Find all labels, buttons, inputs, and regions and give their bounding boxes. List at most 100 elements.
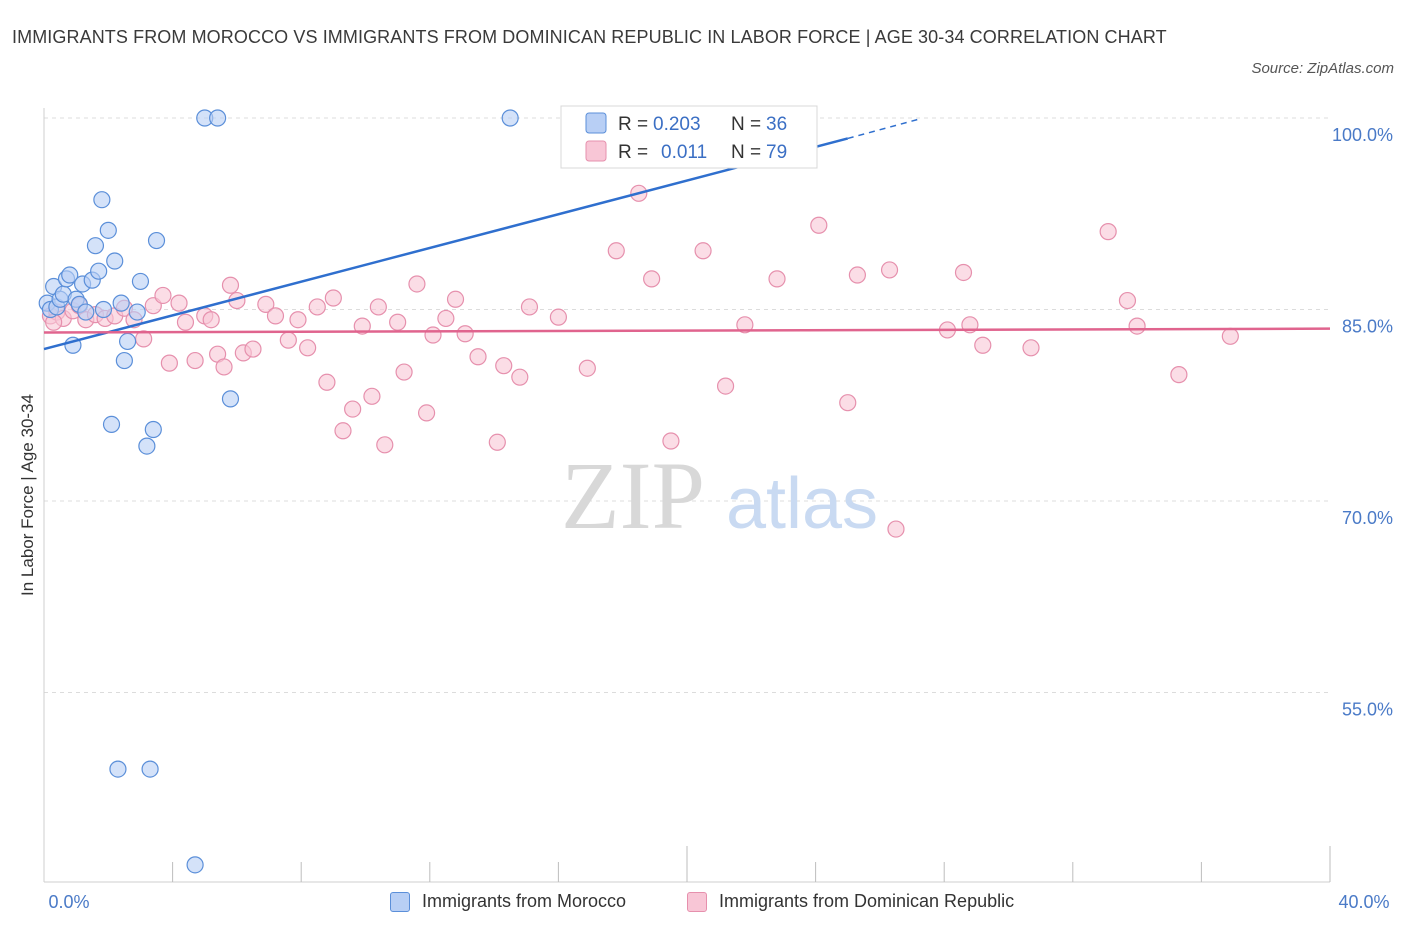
x-tick-label: 40.0% [1338, 892, 1389, 912]
x-tick-label: 0.0% [48, 892, 89, 912]
dominican-point [299, 339, 317, 357]
dominican-point [417, 404, 436, 422]
y-tick-label: 55.0% [1342, 700, 1393, 720]
legend-n-morocco: 36 [766, 114, 787, 135]
dominican-point [1022, 339, 1040, 357]
dominican-point [469, 348, 487, 366]
dominican-point [810, 216, 828, 234]
dominican-point [578, 359, 596, 377]
dominican-point [520, 298, 539, 316]
x-tick-marks [172, 846, 1331, 882]
source-label: Source: ZipAtlas.com [1251, 60, 1394, 77]
morocco-point [128, 303, 146, 321]
morocco-point [118, 332, 137, 351]
dominican-point [395, 363, 413, 381]
dominican-point [839, 394, 857, 412]
legend-label-dominican: Immigrants from Dominican Republic [719, 891, 1015, 911]
dominican-point [1128, 317, 1146, 335]
dominican-point [1221, 327, 1239, 345]
dominican-point [221, 276, 240, 294]
watermark: ZIP atlas [561, 442, 878, 549]
morocco-trend-line [43, 137, 849, 351]
watermark-zip: ZIP [561, 442, 705, 549]
dominican-point [848, 266, 866, 284]
dominican-point [437, 309, 455, 328]
y-tick-labels: 100.0% 85.0% 70.0% 55.0% [1332, 125, 1393, 720]
dominican-point [736, 316, 754, 334]
morocco-point [61, 266, 79, 284]
morocco-point [115, 351, 133, 370]
legend-r-label-morocco: R = [618, 114, 648, 135]
legend-r-label-dominican: R = [618, 142, 648, 163]
dominican-point [887, 520, 905, 538]
morocco-point [99, 221, 117, 239]
dominican-point [446, 290, 465, 308]
dominican-point [186, 351, 204, 370]
dominican-point [662, 432, 680, 450]
morocco-point [109, 760, 127, 778]
morocco-point [112, 294, 130, 312]
dominican-point [607, 242, 625, 260]
dominican-point [176, 313, 195, 331]
morocco-point [102, 415, 121, 433]
morocco-point [147, 231, 166, 250]
dominican-point [244, 340, 262, 358]
legend-swatch-morocco-bottom [390, 891, 410, 912]
morocco-point [94, 300, 113, 319]
legend-swatch-morocco [585, 112, 607, 134]
dominican-point [266, 307, 285, 325]
dominican-point [279, 331, 297, 349]
morocco-point [186, 856, 204, 874]
dominican-point [154, 286, 172, 305]
legend-r-dominican: 0.011 [661, 142, 707, 163]
dominican-point [289, 311, 307, 329]
dominican-point [363, 387, 381, 405]
morocco-point [86, 237, 105, 255]
stats-legend: R = 0.203 N = 36 R = 0.011 N = 79 [560, 105, 818, 169]
legend-item-morocco: Immigrants from Morocco [390, 891, 626, 912]
legend-n-dominican: 79 [766, 142, 787, 163]
dominican-point [376, 436, 394, 454]
dominican-point [716, 377, 735, 395]
dominican-point [694, 242, 712, 260]
dominican-point [643, 270, 661, 288]
dominican-point [954, 263, 973, 282]
morocco-point [141, 760, 159, 778]
morocco-point [138, 437, 156, 455]
dominican-point [257, 295, 275, 313]
bottom-legend: Immigrants from Morocco Immigrants from … [0, 889, 1406, 915]
morocco-point [90, 262, 108, 280]
dominican-point [160, 354, 178, 372]
dominican-point [215, 358, 233, 376]
grid-lines [44, 117, 1330, 693]
dominican-point [202, 311, 220, 329]
dominican-point [344, 400, 362, 418]
dominican-point [308, 298, 326, 316]
dominican-point [408, 275, 426, 293]
dominican-point [170, 294, 188, 312]
morocco-point [93, 191, 111, 209]
dominican-point [389, 313, 407, 331]
dominican-point [1118, 291, 1137, 310]
y-tick-label: 100.0% [1332, 125, 1393, 145]
morocco-point [501, 109, 519, 127]
trend-lines [43, 118, 1331, 351]
morocco-point [144, 420, 162, 439]
legend-swatch-dominican [585, 140, 607, 162]
legend-swatch-dominican-bottom [687, 891, 707, 912]
dominican-point [334, 422, 352, 440]
morocco-point [209, 109, 227, 127]
legend-item-dominican: Immigrants from Dominican Republic [687, 891, 1014, 912]
chart-title: IMMIGRANTS FROM MOROCCO VS IMMIGRANTS FR… [12, 27, 1167, 47]
dominican-point [318, 373, 336, 391]
watermark-atlas: atlas [726, 464, 878, 544]
morocco-point [221, 390, 240, 408]
morocco-point [131, 272, 150, 291]
dominican-point [549, 308, 568, 326]
legend-n-label-morocco: N = [731, 114, 761, 135]
dominican-point [424, 326, 442, 344]
morocco-point [106, 252, 124, 270]
dominican-point [880, 261, 899, 279]
morocco-trend-extension [847, 118, 919, 140]
dominican-point [768, 270, 786, 288]
